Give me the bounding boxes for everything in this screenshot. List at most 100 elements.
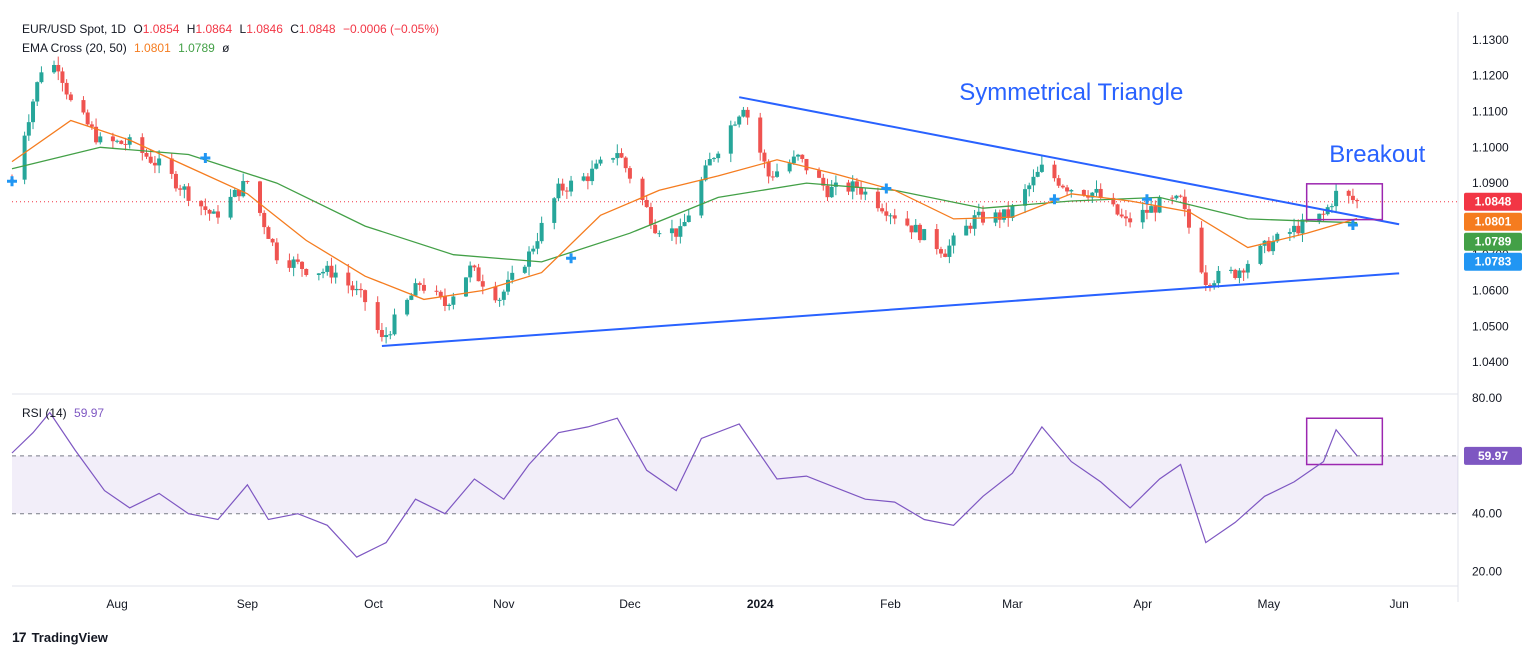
- candle: [951, 232, 956, 254]
- candle: [173, 171, 178, 192]
- candle-body: [329, 265, 334, 278]
- candle: [733, 121, 737, 127]
- candle-body: [711, 158, 716, 160]
- candle: [421, 278, 426, 294]
- candle-body: [674, 228, 679, 237]
- candle: [947, 239, 952, 264]
- rsi-tag: [1464, 446, 1522, 465]
- candle: [1170, 195, 1175, 205]
- candle-body: [358, 288, 363, 291]
- candle: [716, 151, 721, 163]
- close-value: 1.0848: [298, 22, 336, 36]
- candle: [943, 249, 948, 258]
- candle-body: [762, 152, 767, 162]
- candle-body: [527, 251, 532, 267]
- ema50-value: 1.0789: [178, 41, 215, 55]
- candle-body: [89, 124, 94, 127]
- candle-body: [274, 242, 279, 261]
- candle-body: [325, 265, 330, 272]
- x-tick-label: May: [1258, 597, 1281, 611]
- ema-cross-marker: [7, 176, 17, 187]
- candle: [442, 288, 447, 312]
- candle-body: [110, 136, 115, 142]
- candle: [358, 283, 363, 298]
- candle: [291, 256, 296, 277]
- candle: [241, 173, 246, 198]
- candle-body: [716, 153, 721, 159]
- price-tick-label: 1.1300: [1472, 33, 1509, 47]
- candle: [585, 173, 590, 190]
- candle-body: [1241, 270, 1246, 273]
- candle: [81, 96, 86, 115]
- candle: [1039, 155, 1044, 173]
- candle: [615, 144, 620, 166]
- candle-body: [501, 291, 506, 300]
- candle-body: [304, 268, 309, 275]
- candle: [682, 213, 687, 227]
- close-label: C: [290, 22, 299, 36]
- candle-body: [375, 302, 380, 330]
- candle-body: [98, 136, 103, 143]
- candle-body: [997, 212, 1002, 220]
- candle-body: [1065, 187, 1070, 192]
- candle: [829, 180, 834, 198]
- candle: [321, 268, 326, 279]
- candle: [463, 277, 468, 297]
- candle-body: [266, 227, 271, 239]
- candle-body: [346, 272, 351, 286]
- candle: [766, 159, 771, 184]
- triangle-trendline: [381, 272, 1400, 347]
- candle: [388, 331, 393, 340]
- candle: [917, 223, 922, 243]
- candle: [417, 281, 422, 291]
- candle: [1346, 189, 1351, 204]
- candle: [1241, 268, 1246, 282]
- candle-body: [215, 211, 220, 218]
- candle: [619, 148, 624, 159]
- rsi-band: [12, 455, 1458, 514]
- candle-body: [291, 259, 296, 268]
- candle: [711, 157, 716, 162]
- candle-body: [1035, 171, 1040, 177]
- candle-body: [207, 209, 212, 214]
- candle-body: [1271, 241, 1276, 252]
- price-tick-label: 1.0400: [1472, 355, 1509, 369]
- candle-body: [287, 260, 292, 268]
- candle: [653, 219, 658, 235]
- candle: [913, 219, 918, 233]
- candle-body: [1081, 189, 1086, 196]
- candle: [762, 149, 767, 169]
- candle-body: [1170, 197, 1175, 199]
- candle: [434, 285, 439, 296]
- candle: [384, 327, 389, 344]
- candle: [392, 308, 397, 336]
- candle-body: [1090, 192, 1095, 198]
- candle: [1237, 268, 1242, 284]
- candle: [178, 184, 183, 196]
- ema-cross-marker: [881, 183, 892, 194]
- candle-body: [1027, 185, 1032, 190]
- candle: [1216, 265, 1221, 288]
- candle: [863, 188, 868, 201]
- candle: [1128, 212, 1133, 228]
- candle-body: [81, 100, 86, 113]
- candle-body: [1258, 245, 1263, 264]
- candle-body: [1052, 164, 1057, 179]
- candle: [169, 152, 174, 179]
- candle-body: [552, 198, 557, 223]
- rsi-label: RSI (14): [22, 406, 67, 420]
- candle-body: [976, 211, 981, 216]
- candle: [1317, 213, 1322, 225]
- candle-body: [821, 177, 826, 186]
- candle-body: [1329, 206, 1334, 208]
- candle: [1002, 209, 1007, 223]
- candle: [741, 106, 746, 118]
- candle: [669, 219, 674, 241]
- candle: [1199, 221, 1204, 274]
- open-value: 1.0854: [142, 22, 180, 36]
- candle-body: [140, 137, 145, 153]
- low-label: L: [239, 22, 247, 36]
- candle: [787, 159, 792, 174]
- candle: [594, 159, 599, 170]
